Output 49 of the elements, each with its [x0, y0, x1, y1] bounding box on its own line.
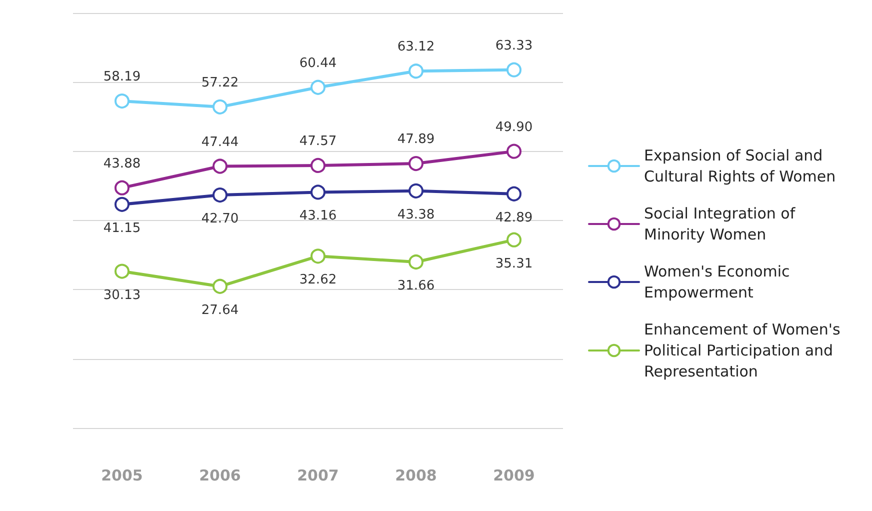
data-label: 41.15 — [103, 220, 141, 236]
data-label: 49.90 — [495, 120, 533, 135]
legend-label: Enhancement of Women's Political Participation and Representation — [644, 320, 846, 380]
legend-label: Women's Economic Empowerment — [644, 262, 795, 302]
data-label: 63.12 — [397, 40, 435, 55]
data-label: 42.89 — [495, 210, 533, 226]
data-label: 43.16 — [299, 208, 337, 224]
data-label: 31.66 — [397, 278, 435, 294]
point — [310, 80, 326, 95]
data-label: 60.44 — [299, 56, 337, 71]
data-label: 27.64 — [201, 302, 239, 318]
data-label: 43.38 — [397, 207, 435, 222]
point — [506, 144, 522, 159]
data-label: 63.33 — [495, 38, 533, 54]
point — [408, 183, 424, 198]
point — [408, 254, 424, 270]
data-label: 47.89 — [397, 132, 435, 148]
legend-label: Social Integration of Minority Women — [644, 204, 800, 244]
data-label: 47.44 — [201, 134, 239, 150]
point — [114, 180, 130, 196]
data-label: 47.57 — [299, 134, 337, 149]
data-label: 43.88 — [103, 156, 141, 172]
point — [506, 186, 522, 202]
point — [408, 156, 424, 172]
point — [310, 248, 326, 264]
point — [310, 184, 326, 200]
point — [212, 158, 228, 174]
point — [114, 264, 130, 279]
data-label: 30.13 — [103, 288, 141, 303]
data-label: 58.19 — [103, 70, 141, 85]
point — [114, 94, 130, 109]
point — [506, 232, 522, 248]
x-tick-label: 2009 — [493, 466, 535, 484]
point — [408, 64, 424, 79]
x-tick-label: 2006 — [199, 466, 241, 484]
data-label: 35.31 — [495, 256, 533, 272]
legend-label: Expansion of Social and Cultural Rights of Women — [644, 146, 836, 186]
x-tick-label: 2007 — [297, 466, 339, 484]
x-tick-label: 2005 — [101, 466, 143, 484]
point — [310, 158, 326, 173]
data-label: 42.70 — [201, 212, 239, 227]
data-label: 57.22 — [201, 75, 239, 90]
x-tick-label: 2008 — [395, 466, 437, 484]
data-label: 32.62 — [299, 272, 337, 288]
point — [506, 62, 522, 78]
point — [114, 196, 130, 212]
point — [212, 188, 228, 203]
point — [212, 278, 228, 294]
point — [212, 99, 228, 114]
